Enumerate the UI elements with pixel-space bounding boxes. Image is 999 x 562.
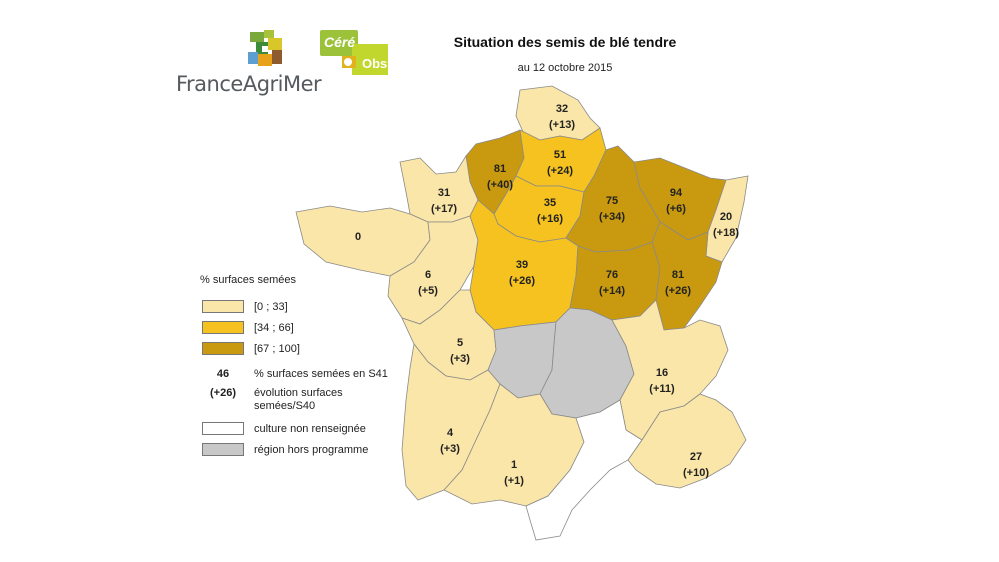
region-evolution: (+34) [599, 211, 625, 223]
region-value: 5 [457, 337, 463, 349]
region-evolution: (+3) [440, 443, 460, 455]
region-paca [627, 393, 747, 489]
region-value: 16 [656, 367, 668, 379]
legend-evolution-text: évolution surfaces semées/S40 [254, 387, 343, 412]
region-value: 32 [556, 103, 568, 115]
legend-label-none: culture non renseignée [254, 422, 366, 435]
region-value: 35 [544, 197, 556, 209]
region-evolution: (+1) [504, 475, 524, 487]
legend-swatch-out [202, 443, 244, 456]
region-value: 4 [447, 427, 454, 439]
region-rhone-alpes [611, 299, 729, 441]
legend-label-mid: [34 ; 66] [254, 321, 294, 334]
legend-example-value: 46 [216, 367, 230, 380]
legend-swatch-high [202, 342, 244, 355]
region-bourgogne [569, 241, 661, 321]
legend-swatch-low [202, 300, 244, 313]
region-value: 20 [720, 211, 732, 223]
legend-row-high: [67 ; 100] [200, 338, 400, 359]
region-evolution: (+24) [547, 165, 573, 177]
map-title: Situation des semis de blé tendre [453, 34, 677, 50]
region-evolution: (+26) [509, 275, 535, 287]
region-evolution: (+10) [683, 467, 709, 479]
legend-row-low: [0 ; 33] [200, 296, 400, 317]
region-value: 0 [355, 231, 361, 243]
region-evolution: (+11) [649, 383, 675, 395]
legend-swatch-none [202, 422, 244, 435]
cereobs-logo: Céré Obs [320, 30, 388, 75]
region-value: 81 [672, 269, 684, 281]
region-value: 6 [425, 269, 431, 281]
region-evolution: (+6) [666, 203, 686, 215]
legend-label-low: [0 ; 33] [254, 300, 288, 313]
region-value: 75 [606, 195, 618, 207]
region-evolution: (+18) [713, 227, 739, 239]
legend-label-high: [67 ; 100] [254, 342, 300, 355]
legend-row-evolution: (+26) évolution surfaces semées/S40 [200, 384, 400, 418]
legend-label-out: région hors programme [254, 443, 369, 456]
legend-row-mid: [34 ; 66] [200, 317, 400, 338]
franceagrimer-logo-icon [248, 30, 282, 66]
legend-row-out: région hors programme [200, 439, 400, 460]
region-evolution: (+3) [450, 353, 470, 365]
legend-row-none: culture non renseignée [200, 418, 400, 439]
region-evolution: (+26) [665, 285, 691, 297]
region-value: 81 [494, 163, 506, 175]
region-value: 31 [438, 187, 450, 199]
region-evolution: (+14) [599, 285, 625, 297]
legend-title: % surfaces semées [200, 274, 296, 286]
region-languedoc-roussillon [525, 399, 643, 541]
region-evolution: (+5) [418, 285, 438, 297]
franceagrimer-logo: FranceAgriMer [176, 30, 326, 100]
cereobs-logo-icon [320, 30, 388, 75]
region-evolution: (+40) [487, 179, 513, 191]
franceagrimer-wordmark: FranceAgriMer [176, 72, 322, 96]
region-value: 27 [690, 451, 702, 463]
region-evolution: (+13) [549, 119, 575, 131]
region-evolution: (+16) [537, 213, 563, 225]
legend-row-value: 46 % surfaces semées en S41 [200, 363, 400, 384]
map-subtitle: au 12 octobre 2015 [517, 62, 613, 74]
region-labels: 32 (+13) 81 (+40) 51 (+24) 31 (+17) 0 35… [355, 103, 739, 487]
legend-swatch-mid [202, 321, 244, 334]
legend-value-text: % surfaces semées en S41 [254, 367, 388, 380]
cereobs-logo-bottom: Obs [362, 56, 388, 71]
region-value: 1 [511, 459, 517, 471]
legend-example-evolution: (+26) [210, 387, 236, 399]
cereobs-logo-top: Céré [324, 34, 356, 50]
region-value: 76 [606, 269, 618, 281]
region-value: 39 [516, 259, 528, 271]
region-evolution: (+17) [431, 203, 457, 215]
map-legend: % surfaces semées [0 ; 33] [34 ; 66] [67… [200, 274, 400, 460]
region-value: 94 [670, 187, 683, 199]
region-value: 51 [554, 149, 566, 161]
